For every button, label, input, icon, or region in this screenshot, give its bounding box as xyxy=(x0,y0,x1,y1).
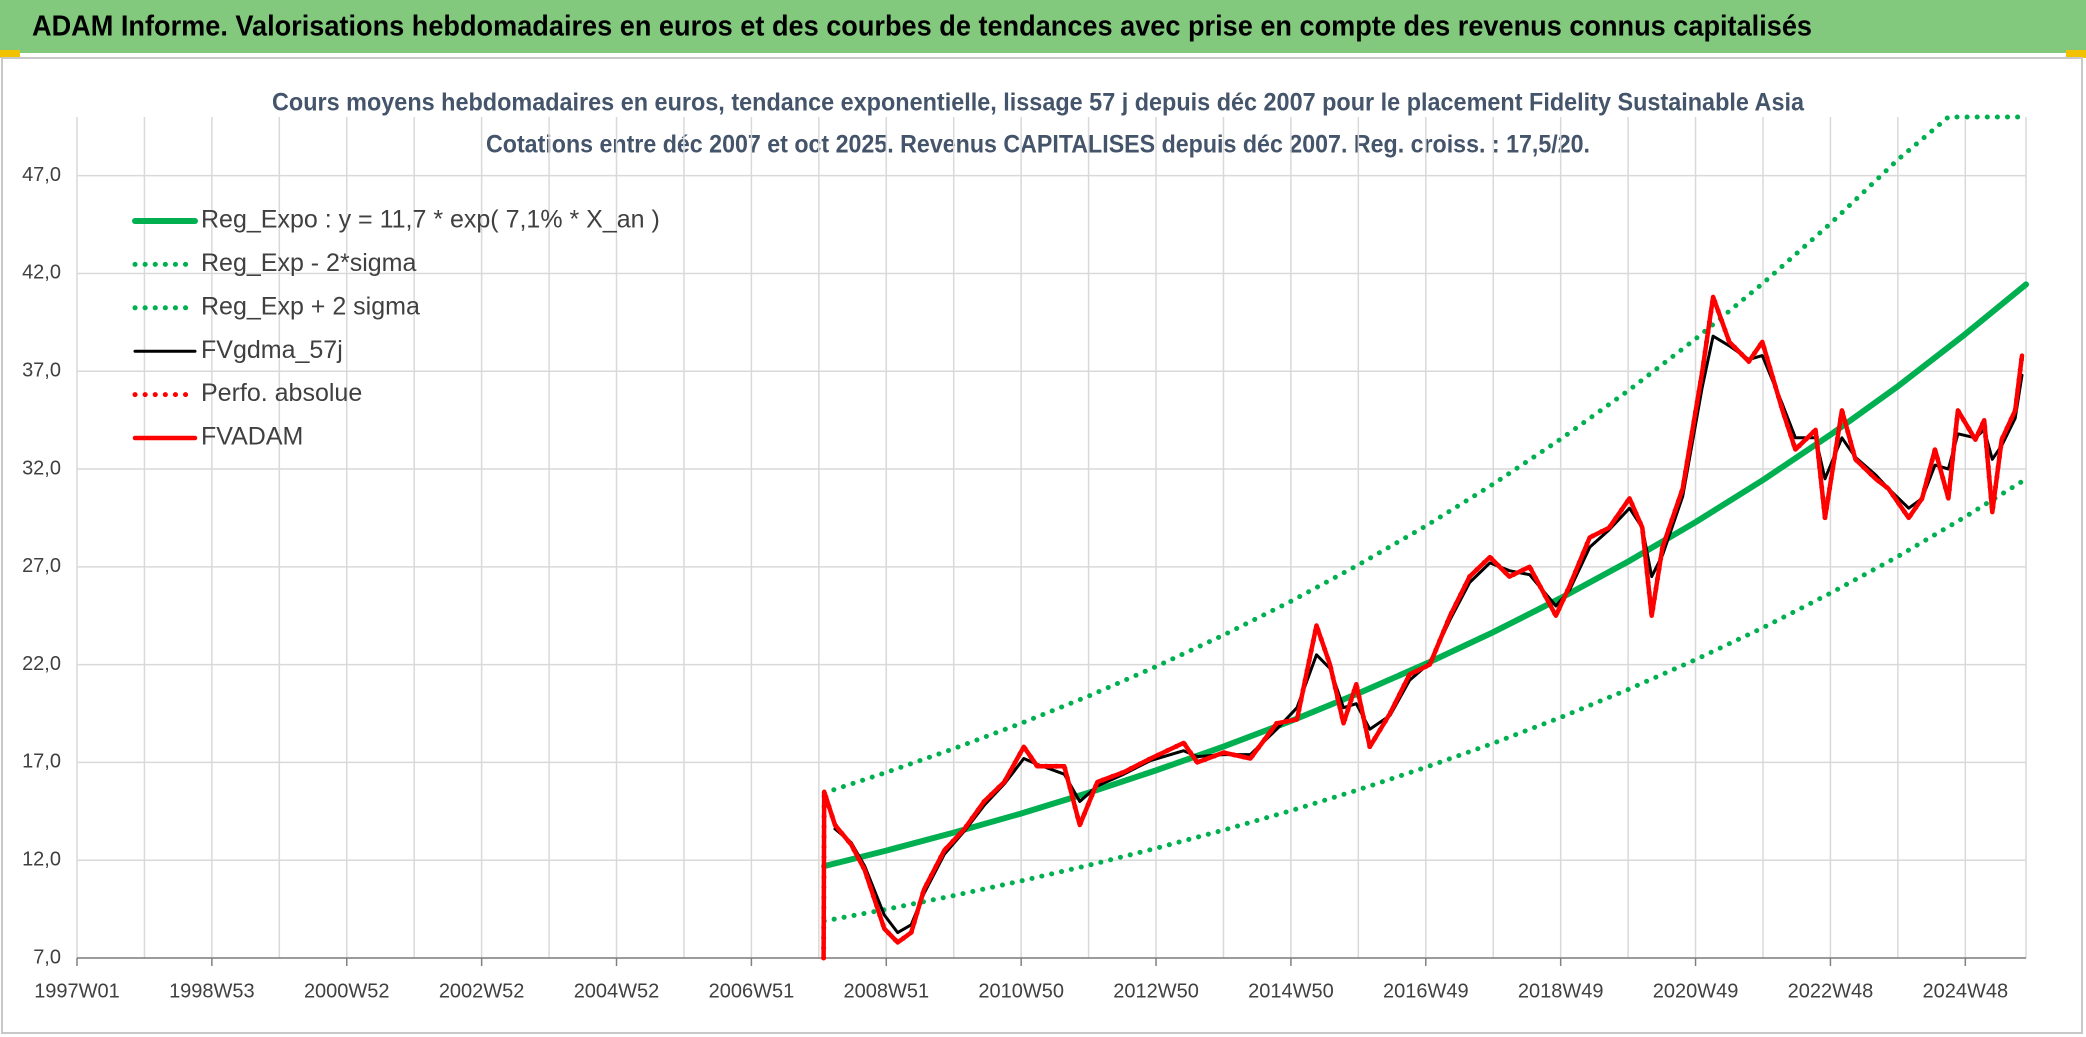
y-tick-label: 7,0 xyxy=(33,946,61,968)
legend-label: FVADAM xyxy=(201,423,303,451)
legend-label: Perfo. absolue xyxy=(201,379,362,407)
legend-label: Reg_Exp - 2*sigma xyxy=(201,249,416,277)
banner-band xyxy=(0,0,2086,53)
y-tick-label: 22,0 xyxy=(22,653,61,675)
x-tick-label: 2010W50 xyxy=(978,980,1064,1002)
series-line xyxy=(821,294,2025,961)
legend-label: Reg_Expo : y = 11,7 * exp( 7,1% * X_an ) xyxy=(201,206,660,234)
x-tick-label: 2012W50 xyxy=(1113,980,1199,1002)
chart-title: Cours moyens hebdomadaires en euros, ten… xyxy=(272,89,1805,117)
x-tick-label: 2006W51 xyxy=(709,980,795,1002)
banner-title: ADAM Informe. Valorisations hebdomadaire… xyxy=(32,11,1812,43)
y-tick-label: 37,0 xyxy=(22,360,61,382)
y-tick-label: 27,0 xyxy=(22,555,61,577)
y-tick-label: 42,0 xyxy=(22,262,61,284)
x-tick-label: 2014W50 xyxy=(1248,980,1334,1002)
series-line xyxy=(821,476,2029,924)
x-tick-label: 2004W52 xyxy=(574,980,660,1002)
legend-label: Reg_Exp + 2 sigma xyxy=(201,292,420,320)
y-tick-label: 12,0 xyxy=(22,848,61,870)
corner-mark xyxy=(2066,50,2086,58)
x-tick-label: 2000W52 xyxy=(304,980,390,1002)
x-tick-label: 2002W52 xyxy=(439,980,525,1002)
x-tick-label: 2018W49 xyxy=(1518,980,1604,1002)
chart-subtitle: Cotations entre déc 2007 et oct 2025. Re… xyxy=(486,131,1590,159)
y-tick-label: 32,0 xyxy=(22,457,61,479)
y-tick-label: 47,0 xyxy=(22,164,61,186)
x-tick-label: 2024W48 xyxy=(1922,980,2008,1002)
x-tick-label: 2008W51 xyxy=(843,980,929,1002)
series-line xyxy=(821,281,2029,870)
x-tick-label: 1997W01 xyxy=(34,980,120,1002)
chart-frame xyxy=(1,57,2083,1034)
x-tick-label: 2020W49 xyxy=(1653,980,1739,1002)
x-tick-label: 2022W48 xyxy=(1788,980,1874,1002)
corner-mark xyxy=(0,50,20,58)
y-tick-label: 17,0 xyxy=(22,751,61,773)
x-tick-label: 2016W49 xyxy=(1383,980,1469,1002)
legend-label: FVgdma_57j xyxy=(201,336,343,364)
x-tick-label: 1998W53 xyxy=(169,980,255,1002)
